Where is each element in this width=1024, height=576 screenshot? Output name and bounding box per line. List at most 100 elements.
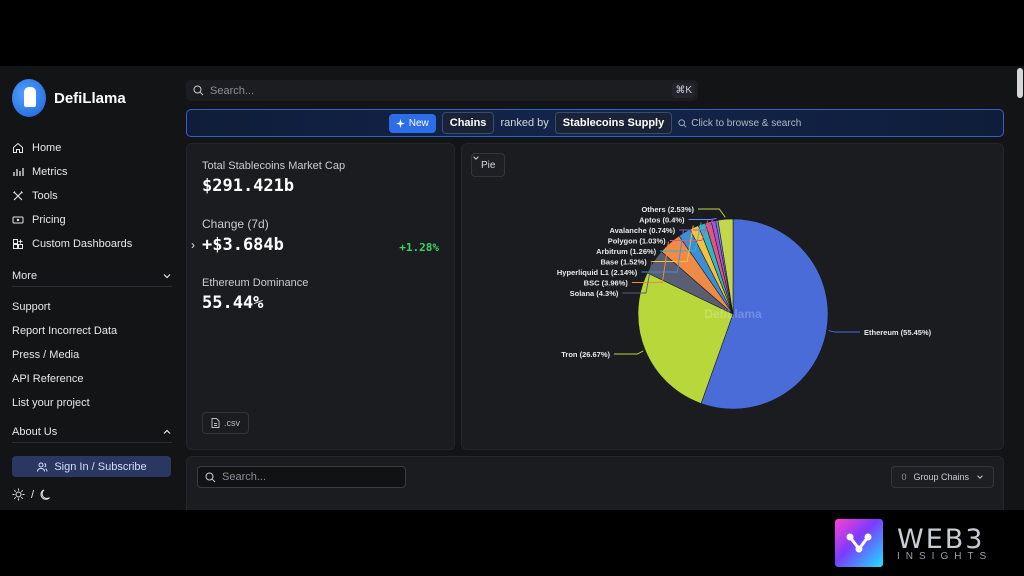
pie-label: Ethereum (55.45%) (864, 328, 932, 337)
sidebar-item-custom-dashboards[interactable]: Custom Dashboards (12, 232, 172, 256)
group-chains-dropdown[interactable]: 0 Group Chains (891, 466, 994, 488)
link-support[interactable]: Support (12, 301, 51, 313)
pie-label: Avalanche (0.74%) (610, 226, 676, 235)
pie-label: Others (2.53%) (641, 205, 694, 214)
change-percent: +1.28% (399, 241, 439, 254)
browse-hint[interactable]: Click to browse & search (678, 118, 801, 129)
pie-label-line (631, 241, 669, 283)
change-label: Change (7d) (202, 217, 269, 231)
link-press-media[interactable]: Press / Media (12, 349, 80, 361)
file-icon (211, 418, 220, 428)
csv-label: .csv (224, 418, 241, 428)
pie-label-line (679, 218, 714, 231)
letterbox-top (0, 0, 1024, 66)
pie-label-line (688, 217, 717, 220)
link-api-reference[interactable]: API Reference (12, 373, 84, 385)
pie-label-line (641, 230, 684, 273)
dominance-value: 55.44% (202, 293, 264, 313)
ranked-by-text: ranked by (500, 117, 549, 129)
table-search-placeholder: Search... (222, 471, 267, 483)
app-window: DefiLlama Home Metrics Tools Pricing Cus… (0, 66, 1024, 510)
sign-in-button[interactable]: Sign In / Subscribe (12, 456, 171, 477)
chevron-down-icon (473, 156, 479, 160)
llama-logo-icon (12, 79, 46, 117)
chevron-up-icon (163, 429, 171, 434)
group-count: 0 (901, 472, 907, 482)
metric-banner: New Chains ranked by Stablecoins Supply … (186, 109, 1004, 137)
logo[interactable]: DefiLlama (12, 79, 126, 117)
chains-selector[interactable]: Chains (441, 112, 495, 134)
sidebar-item-label: Home (32, 142, 62, 154)
about-label: About Us (12, 425, 58, 438)
scrollbar-thumb[interactable] (1017, 68, 1023, 98)
sidebar: DefiLlama Home Metrics Tools Pricing Cus… (0, 66, 180, 510)
sidebar-links: Support Report Incorrect Data Press / Me… (12, 295, 172, 415)
sun-icon[interactable] (12, 488, 25, 501)
search-icon (205, 472, 216, 482)
moon-icon[interactable] (40, 488, 53, 501)
pie-label: Base (1.52%) (600, 258, 647, 267)
pie-label: Solana (4.3%) (570, 289, 619, 298)
sidebar-item-label: Pricing (32, 214, 66, 226)
chart-type-select[interactable]: Pie (471, 153, 506, 177)
pie-label-line (614, 350, 644, 355)
link-list-your-project[interactable]: List your project (12, 397, 90, 409)
browse-hint-text: Click to browse & search (691, 117, 802, 129)
sidebar-nav: Home Metrics Tools Pricing Custom Dashbo… (12, 136, 172, 256)
table-search-input[interactable]: Search... (197, 466, 406, 488)
pie-label: Arbitrum (1.26%) (596, 247, 657, 256)
tools-icon (13, 191, 23, 201)
watermark-title: WEB3 (897, 524, 985, 555)
pie-slice[interactable] (700, 218, 829, 410)
search-placeholder: Search... (210, 84, 255, 97)
pie-label-line (698, 208, 726, 218)
sidebar-item-home[interactable]: Home (12, 136, 172, 160)
link-report-incorrect-data[interactable]: Report Incorrect Data (12, 325, 118, 337)
chart-card: DefiLlama Ethereum (55.45%) Tron (26.67%) O… (461, 143, 1004, 450)
theme-separator: / (31, 488, 35, 501)
pie-slice[interactable] (717, 218, 734, 315)
metric-selector[interactable]: Stablecoins Supply (554, 112, 673, 134)
pie-label-line (622, 260, 653, 294)
chevron-right-icon[interactable]: › (191, 238, 195, 252)
pie-label: BSC (3.96%) (584, 279, 629, 288)
chevron-down-icon (163, 273, 171, 278)
web3-insights-watermark: WEB3 INSIGHTS (835, 519, 992, 567)
chevron-down-icon (977, 475, 983, 479)
users-icon (37, 462, 48, 472)
global-search-input[interactable]: Search... ⌘K (186, 80, 698, 101)
sidebar-item-label: Metrics (32, 166, 68, 178)
pie-slice[interactable] (637, 272, 734, 404)
sidebar-item-label: Custom Dashboards (32, 238, 133, 250)
bar-chart-icon (13, 168, 24, 176)
search-icon (193, 85, 204, 96)
pie-label-line (660, 222, 702, 252)
pie-label: Polygon (1.03%) (608, 237, 666, 246)
change-value: +$3.684b (202, 235, 284, 255)
sparkle-icon (395, 118, 405, 128)
about-section-toggle[interactable]: About Us (12, 421, 172, 443)
more-label: More (12, 269, 38, 282)
sidebar-item-label: Tools (32, 190, 58, 202)
mcap-label: Total Stablecoins Market Cap (202, 160, 346, 172)
dashboard-icon (13, 239, 23, 249)
pie-label-line (669, 220, 709, 241)
sign-in-label: Sign In / Subscribe (54, 460, 147, 473)
pie-label: Hyperliquid L1 (2.14%) (557, 268, 638, 277)
logo-text: DefiLlama (54, 89, 126, 107)
csv-download-button[interactable]: .csv (202, 412, 250, 434)
watermark-subtitle: INSIGHTS (897, 551, 993, 562)
web3-insights-logo-icon (835, 519, 883, 567)
new-badge[interactable]: New (388, 113, 436, 133)
pie-chart: DefiLlama Ethereum (55.45%) Tron (26.67%) O… (557, 205, 932, 410)
sidebar-item-pricing[interactable]: Pricing (12, 208, 172, 232)
sidebar-item-metrics[interactable]: Metrics (12, 160, 172, 184)
pie-label: Aptos (0.4%) (639, 216, 685, 225)
group-label: Group Chains (913, 472, 969, 482)
more-section-toggle[interactable]: More (12, 265, 172, 287)
chart-type-label: Pie (481, 159, 496, 171)
mcap-value: $291.421b (202, 176, 295, 196)
sidebar-item-tools[interactable]: Tools (12, 184, 172, 208)
search-shortcut: ⌘K (672, 83, 695, 98)
pie-label-line (828, 330, 860, 333)
